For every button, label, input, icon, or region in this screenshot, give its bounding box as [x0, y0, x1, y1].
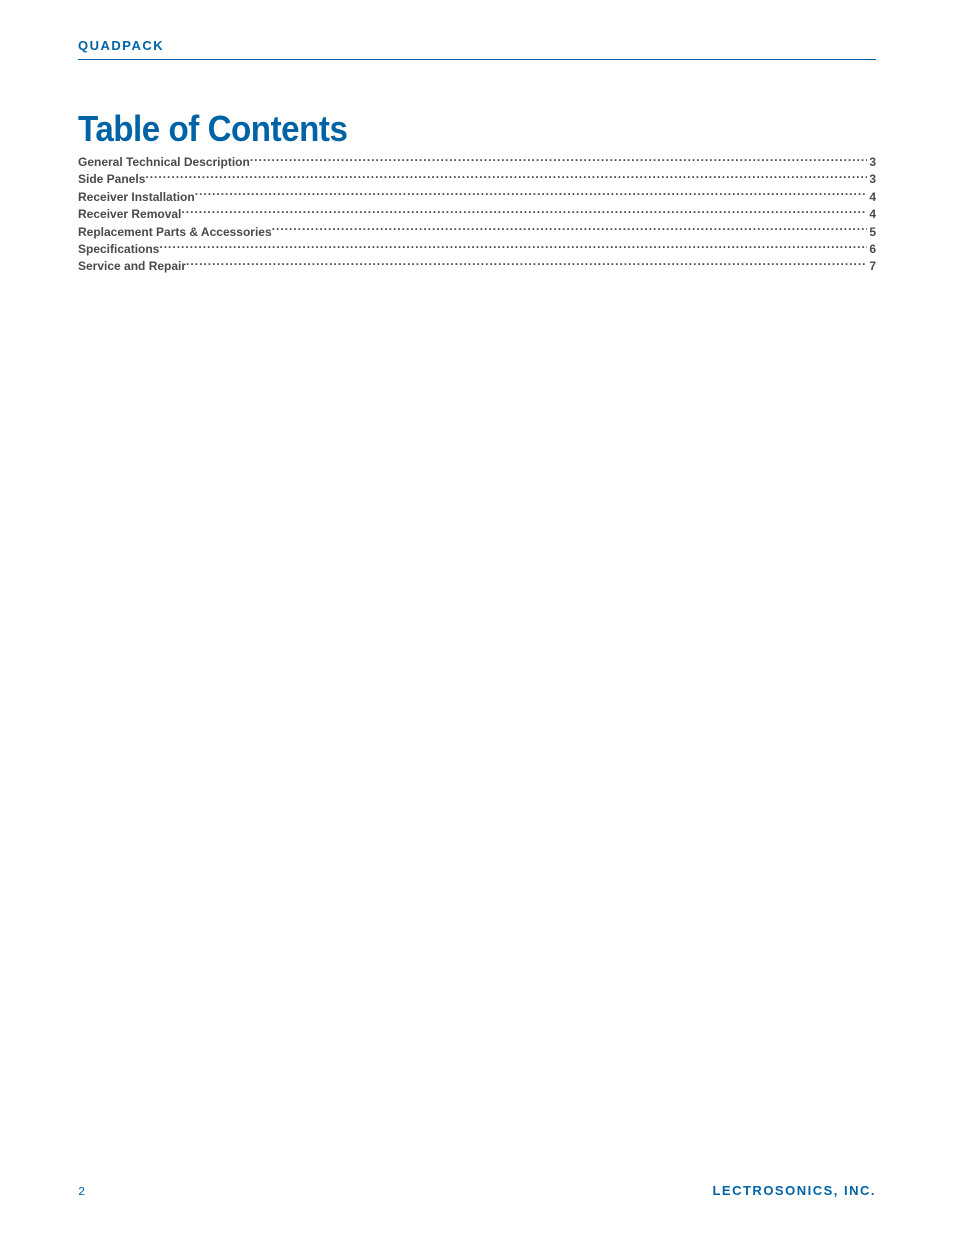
toc-entry-label: General Technical Description: [78, 154, 250, 171]
toc-leader: [272, 224, 868, 236]
toc-entry-page: 4: [867, 206, 876, 223]
toc-entry-page: 7: [867, 258, 876, 275]
toc-entry-page: 3: [867, 154, 876, 171]
toc-entry[interactable]: General Technical Description 3: [78, 154, 876, 171]
toc-entry-page: 5: [867, 224, 876, 241]
footer-company: LECTROSONICS, INC.: [712, 1183, 876, 1198]
toc-entry-label: Receiver Removal: [78, 206, 181, 223]
toc-entry-page: 6: [867, 241, 876, 258]
toc-entry[interactable]: Service and Repair 7: [78, 258, 876, 275]
toc-title: Table of Contents: [78, 108, 812, 150]
footer-page-number: 2: [78, 1185, 86, 1199]
toc-entry-page: 4: [867, 189, 876, 206]
toc-leader: [250, 154, 867, 166]
footer: 2 LECTROSONICS, INC.: [78, 1183, 876, 1199]
toc-entry-page: 3: [867, 171, 876, 188]
toc-leader: [186, 258, 867, 270]
toc-leader: [195, 189, 868, 201]
toc-entry-label: Side Panels: [78, 171, 145, 188]
toc-leader: [145, 171, 867, 183]
document-page: QUADPACK Table of Contents General Techn…: [0, 0, 954, 1235]
header-rule: [78, 59, 876, 60]
toc-entry[interactable]: Replacement Parts & Accessories 5: [78, 224, 876, 241]
toc-entry[interactable]: Specifications 6: [78, 241, 876, 258]
toc-list: General Technical Description 3 Side Pan…: [78, 154, 876, 276]
toc-entry-label: Service and Repair: [78, 258, 186, 275]
toc-entry[interactable]: Receiver Removal 4: [78, 206, 876, 223]
toc-leader: [181, 206, 867, 218]
toc-entry[interactable]: Side Panels 3: [78, 171, 876, 188]
toc-entry-label: Receiver Installation: [78, 189, 195, 206]
toc-leader: [159, 241, 867, 253]
toc-entry[interactable]: Receiver Installation 4: [78, 189, 876, 206]
header-brand: QUADPACK: [78, 38, 876, 53]
toc-entry-label: Specifications: [78, 241, 159, 258]
toc-entry-label: Replacement Parts & Accessories: [78, 224, 272, 241]
